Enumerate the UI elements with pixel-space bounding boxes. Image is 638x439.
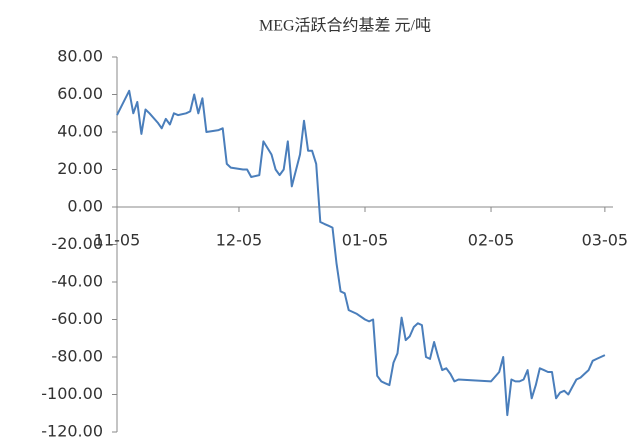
y-tick-label: -80.00 — [51, 347, 103, 366]
x-tick-label: 01-05 — [342, 231, 389, 250]
y-tick-label: -40.00 — [51, 272, 103, 291]
y-tick-label: -120.00 — [41, 422, 103, 439]
x-tick-label: 03-05 — [582, 231, 629, 250]
x-tick-label: 12-05 — [216, 231, 263, 250]
x-tick-label: 02-05 — [468, 231, 515, 250]
y-tick-label: 40.00 — [57, 122, 103, 141]
line — [116, 89, 606, 417]
x-tick-label: 11-05 — [94, 231, 141, 250]
y-tick-label: -100.00 — [41, 384, 103, 403]
y-tick-label: 20.00 — [57, 159, 103, 178]
y-tick-label: 0.00 — [67, 197, 103, 216]
chart-title: MEG活跃合约基差 元/吨 — [259, 17, 431, 35]
y-tick-label: -20.00 — [51, 234, 103, 253]
y-tick-label: -60.00 — [51, 309, 103, 328]
y-tick-label: 60.00 — [57, 84, 103, 103]
y-tick-label: 80.00 — [57, 47, 103, 66]
